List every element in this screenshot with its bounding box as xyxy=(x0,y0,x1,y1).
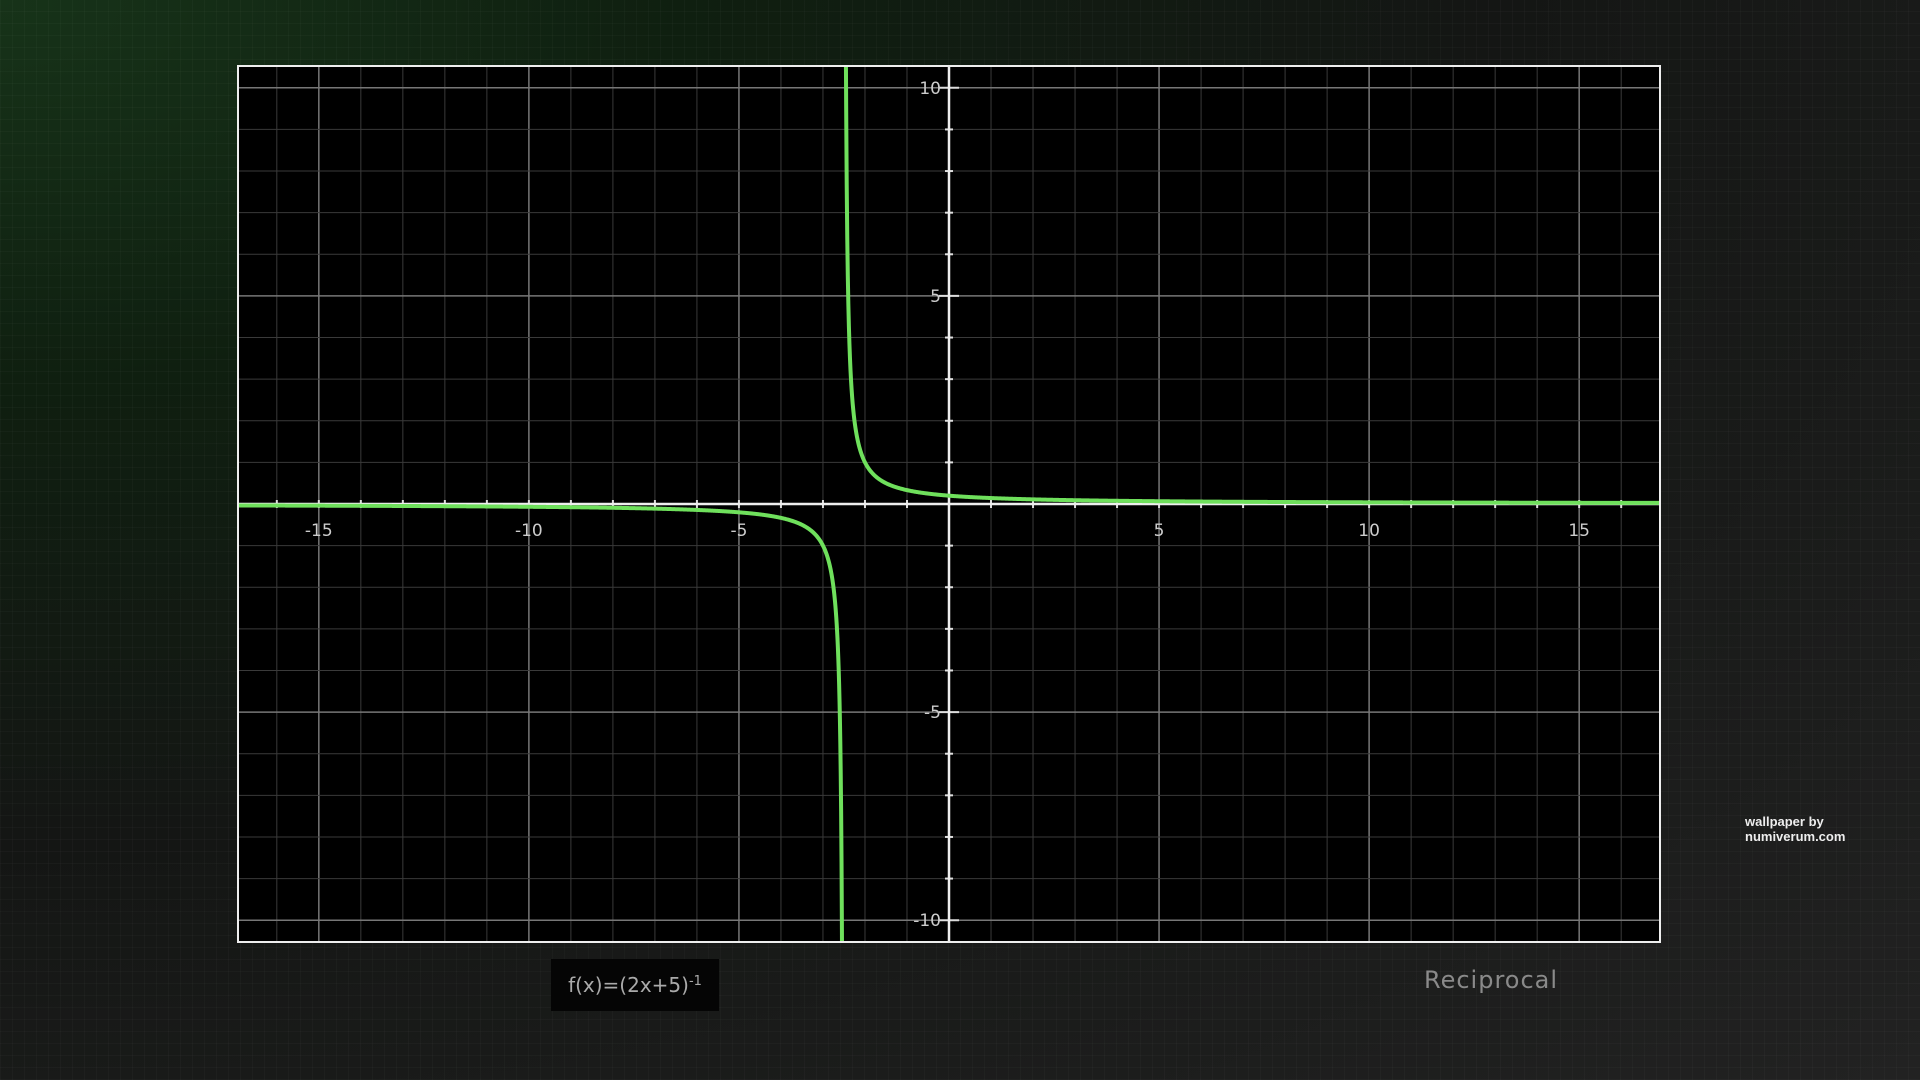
formula-base: f(x)=(2x+5) xyxy=(568,973,689,997)
x-tick-label: 10 xyxy=(1358,521,1380,541)
x-tick-label: -15 xyxy=(305,521,333,541)
x-tick-label: -10 xyxy=(515,521,543,541)
credit-text: wallpaper by numiverum.com xyxy=(1745,814,1846,844)
y-tick-label: 10 xyxy=(919,79,941,99)
y-tick-label: -5 xyxy=(924,703,941,723)
x-tick-label: 5 xyxy=(1154,521,1165,541)
curve-left-branch xyxy=(239,503,844,941)
y-tick-label: 5 xyxy=(930,287,941,307)
plot-area: -15 -10 -5 5 10 15 10 5 -5 -10 xyxy=(237,65,1661,943)
formula-exponent: -1 xyxy=(688,973,702,989)
y-tick-label: -10 xyxy=(913,911,941,931)
x-tick-label: -5 xyxy=(730,521,747,541)
curve-right-branch xyxy=(843,67,1659,505)
x-tick-label: 15 xyxy=(1568,521,1590,541)
chart-title: Reciprocal xyxy=(1424,966,1559,994)
formula-label: f(x)=(2x+5) -1 xyxy=(551,959,719,1011)
chart-svg: -15 -10 -5 5 10 15 10 5 -5 -10 xyxy=(239,67,1659,941)
